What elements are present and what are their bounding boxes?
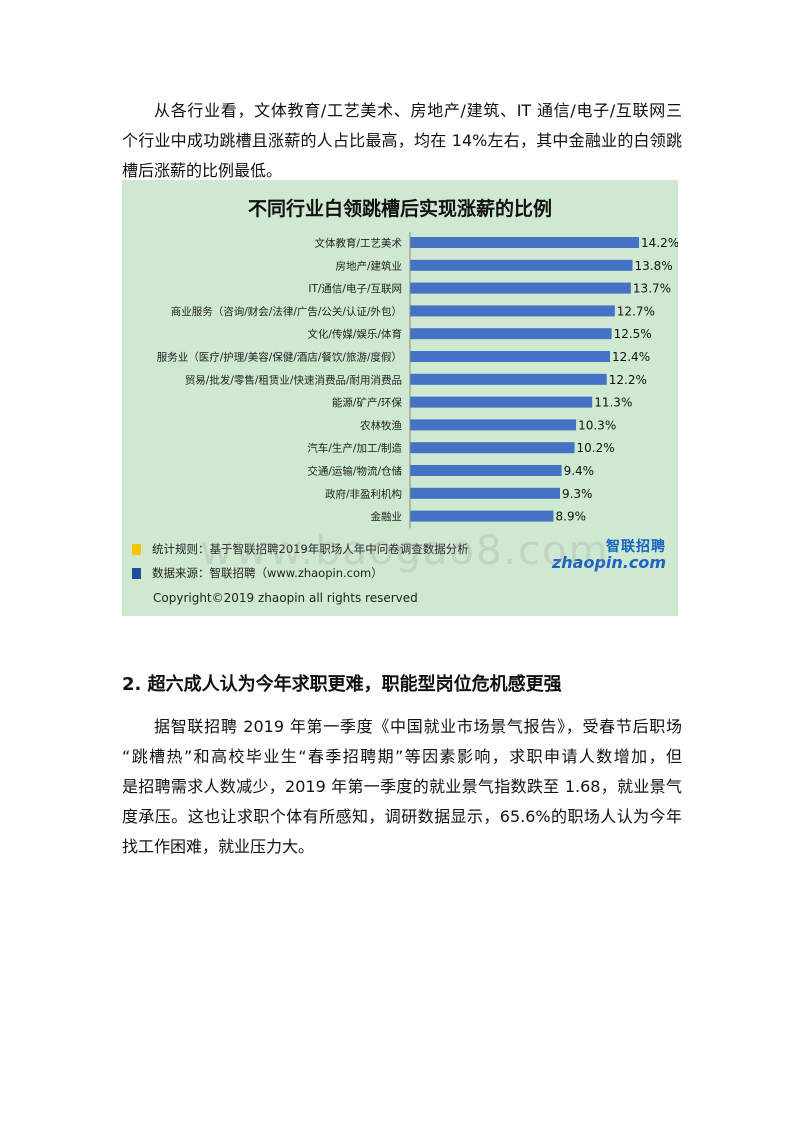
- section-line: 是招聘需求人数减少，2019 年第一季度的就业景气指数跌至 1.68，就业景气: [122, 777, 682, 796]
- bar: [410, 351, 610, 362]
- category-label: 政府/非盈利机构: [325, 487, 402, 500]
- category-label: 文体教育/工艺美术: [314, 237, 402, 250]
- value-label: 10.3%: [578, 418, 616, 432]
- category-label: 汽车/生产/加工/制造: [307, 442, 402, 455]
- section-line: 度承压。这也让求职个体有所感知，调研数据显示，65.6%的职场人认为今年: [122, 807, 682, 826]
- legend-item-source: 数据来源：智联招聘（www.zhaopin.com）: [132, 565, 383, 581]
- category-label: 能源/矿产/环保: [332, 396, 403, 409]
- section-paragraph: 据智联招聘 2019 年第一季度《中国就业市场景气报告》，受春节后职场 “跳槽热…: [122, 712, 682, 862]
- bar: [410, 373, 607, 385]
- bar: [410, 396, 593, 408]
- bar: [410, 487, 560, 499]
- value-label: 8.9%: [556, 510, 587, 524]
- category-label: 金融业: [371, 510, 403, 523]
- zhaopin-logo: 智联招聘 zhaopin.com: [552, 536, 666, 576]
- intro-paragraph: 从各行业看，文体教育/工艺美术、房地产/建筑、IT 通信/电子/互联网三 个行业…: [122, 96, 682, 186]
- category-label: 服务业（医疗/护理/美容/保健/酒店/餐饮/旅游/度假）: [157, 351, 402, 364]
- category-label: 商业服务（咨询/财会/法律/广告/公关/认证/外包）: [171, 305, 402, 318]
- category-label: 文化/传媒/娱乐/体育: [307, 328, 402, 341]
- value-label: 12.4%: [612, 350, 650, 364]
- bar: [410, 465, 562, 476]
- value-label: 9.3%: [562, 487, 593, 501]
- legend-label: 统计规则：基于智联招聘2019年职场人年中问卷调查数据分析: [152, 542, 469, 556]
- copyright-text: Copyright©2019 zhaopin all rights reserv…: [153, 591, 418, 605]
- section-line: 据智联招聘 2019 年第一季度《中国就业市场景气报告》，受春节后职场: [154, 717, 682, 736]
- value-label: 11.3%: [594, 396, 632, 410]
- legend-item-rule: 统计规则：基于智联招聘2019年职场人年中问卷调查数据分析: [132, 541, 469, 557]
- category-label: 农林牧渔: [360, 419, 402, 432]
- logo-text-cn: 智联招聘: [606, 539, 666, 555]
- value-label: 13.7%: [633, 282, 671, 296]
- value-label: 14.2%: [641, 236, 678, 250]
- chart-panel: 不同行业白领跳槽后实现涨薪的比例 文体教育/工艺美术 14.2% 房地产/建筑业 13…: [122, 180, 678, 616]
- bar: [410, 282, 631, 294]
- value-label: 13.8%: [635, 259, 673, 273]
- section-heading: 2. 超六成人认为今年求职更难，职能型岗位危机感更强: [122, 674, 562, 695]
- value-label: 12.2%: [609, 373, 647, 387]
- value-label: 12.5%: [614, 327, 652, 341]
- intro-line: 从各行业看，文体教育/工艺美术、房地产/建筑、IT 通信/电子/互联网三: [154, 101, 682, 120]
- intro-line: 个行业中成功跳槽且涨薪的人占比最高，均在 14%左右，其中金融业的白领跳: [122, 131, 682, 150]
- category-label: 交通/运输/物流/仓储: [307, 465, 402, 478]
- legend-swatch-yellow: [132, 543, 141, 555]
- category-label: IT/通信/电子/互联网: [308, 282, 402, 295]
- legend-label: 数据来源：智联招聘（www.zhaopin.com）: [152, 566, 383, 580]
- bar: [410, 305, 615, 317]
- bar: [410, 237, 639, 248]
- legend-swatch-blue: [132, 567, 141, 579]
- bar: [410, 419, 577, 431]
- category-label: 房地产/建筑业: [335, 259, 402, 272]
- section-line: 找工作困难，就业压力大。: [122, 837, 315, 856]
- value-label: 9.4%: [564, 464, 595, 478]
- chart-title: 不同行业白领跳槽后实现涨薪的比例: [247, 198, 552, 220]
- section-line: “跳槽热”和高校毕业生“春季招聘期”等因素影响，求职申请人数增加，但: [122, 747, 682, 766]
- watermark: www.baogao8.com: [200, 528, 610, 574]
- bar: [410, 328, 612, 340]
- intro-line: 槽后涨薪的比例最低。: [122, 161, 283, 180]
- bar: [410, 510, 554, 522]
- bar-chart: 文体教育/工艺美术 14.2% 房地产/建筑业 13.8% IT/通信/电子/互联网 13…: [157, 232, 678, 529]
- category-label: 贸易/批发/零售/租赁业/快速消费品/耐用消费品: [185, 373, 402, 386]
- logo-text-en: zhaopin.com: [551, 553, 666, 572]
- value-label: 10.2%: [576, 441, 614, 455]
- bar: [410, 259, 633, 271]
- bar: [410, 442, 575, 454]
- value-label: 12.7%: [617, 304, 655, 318]
